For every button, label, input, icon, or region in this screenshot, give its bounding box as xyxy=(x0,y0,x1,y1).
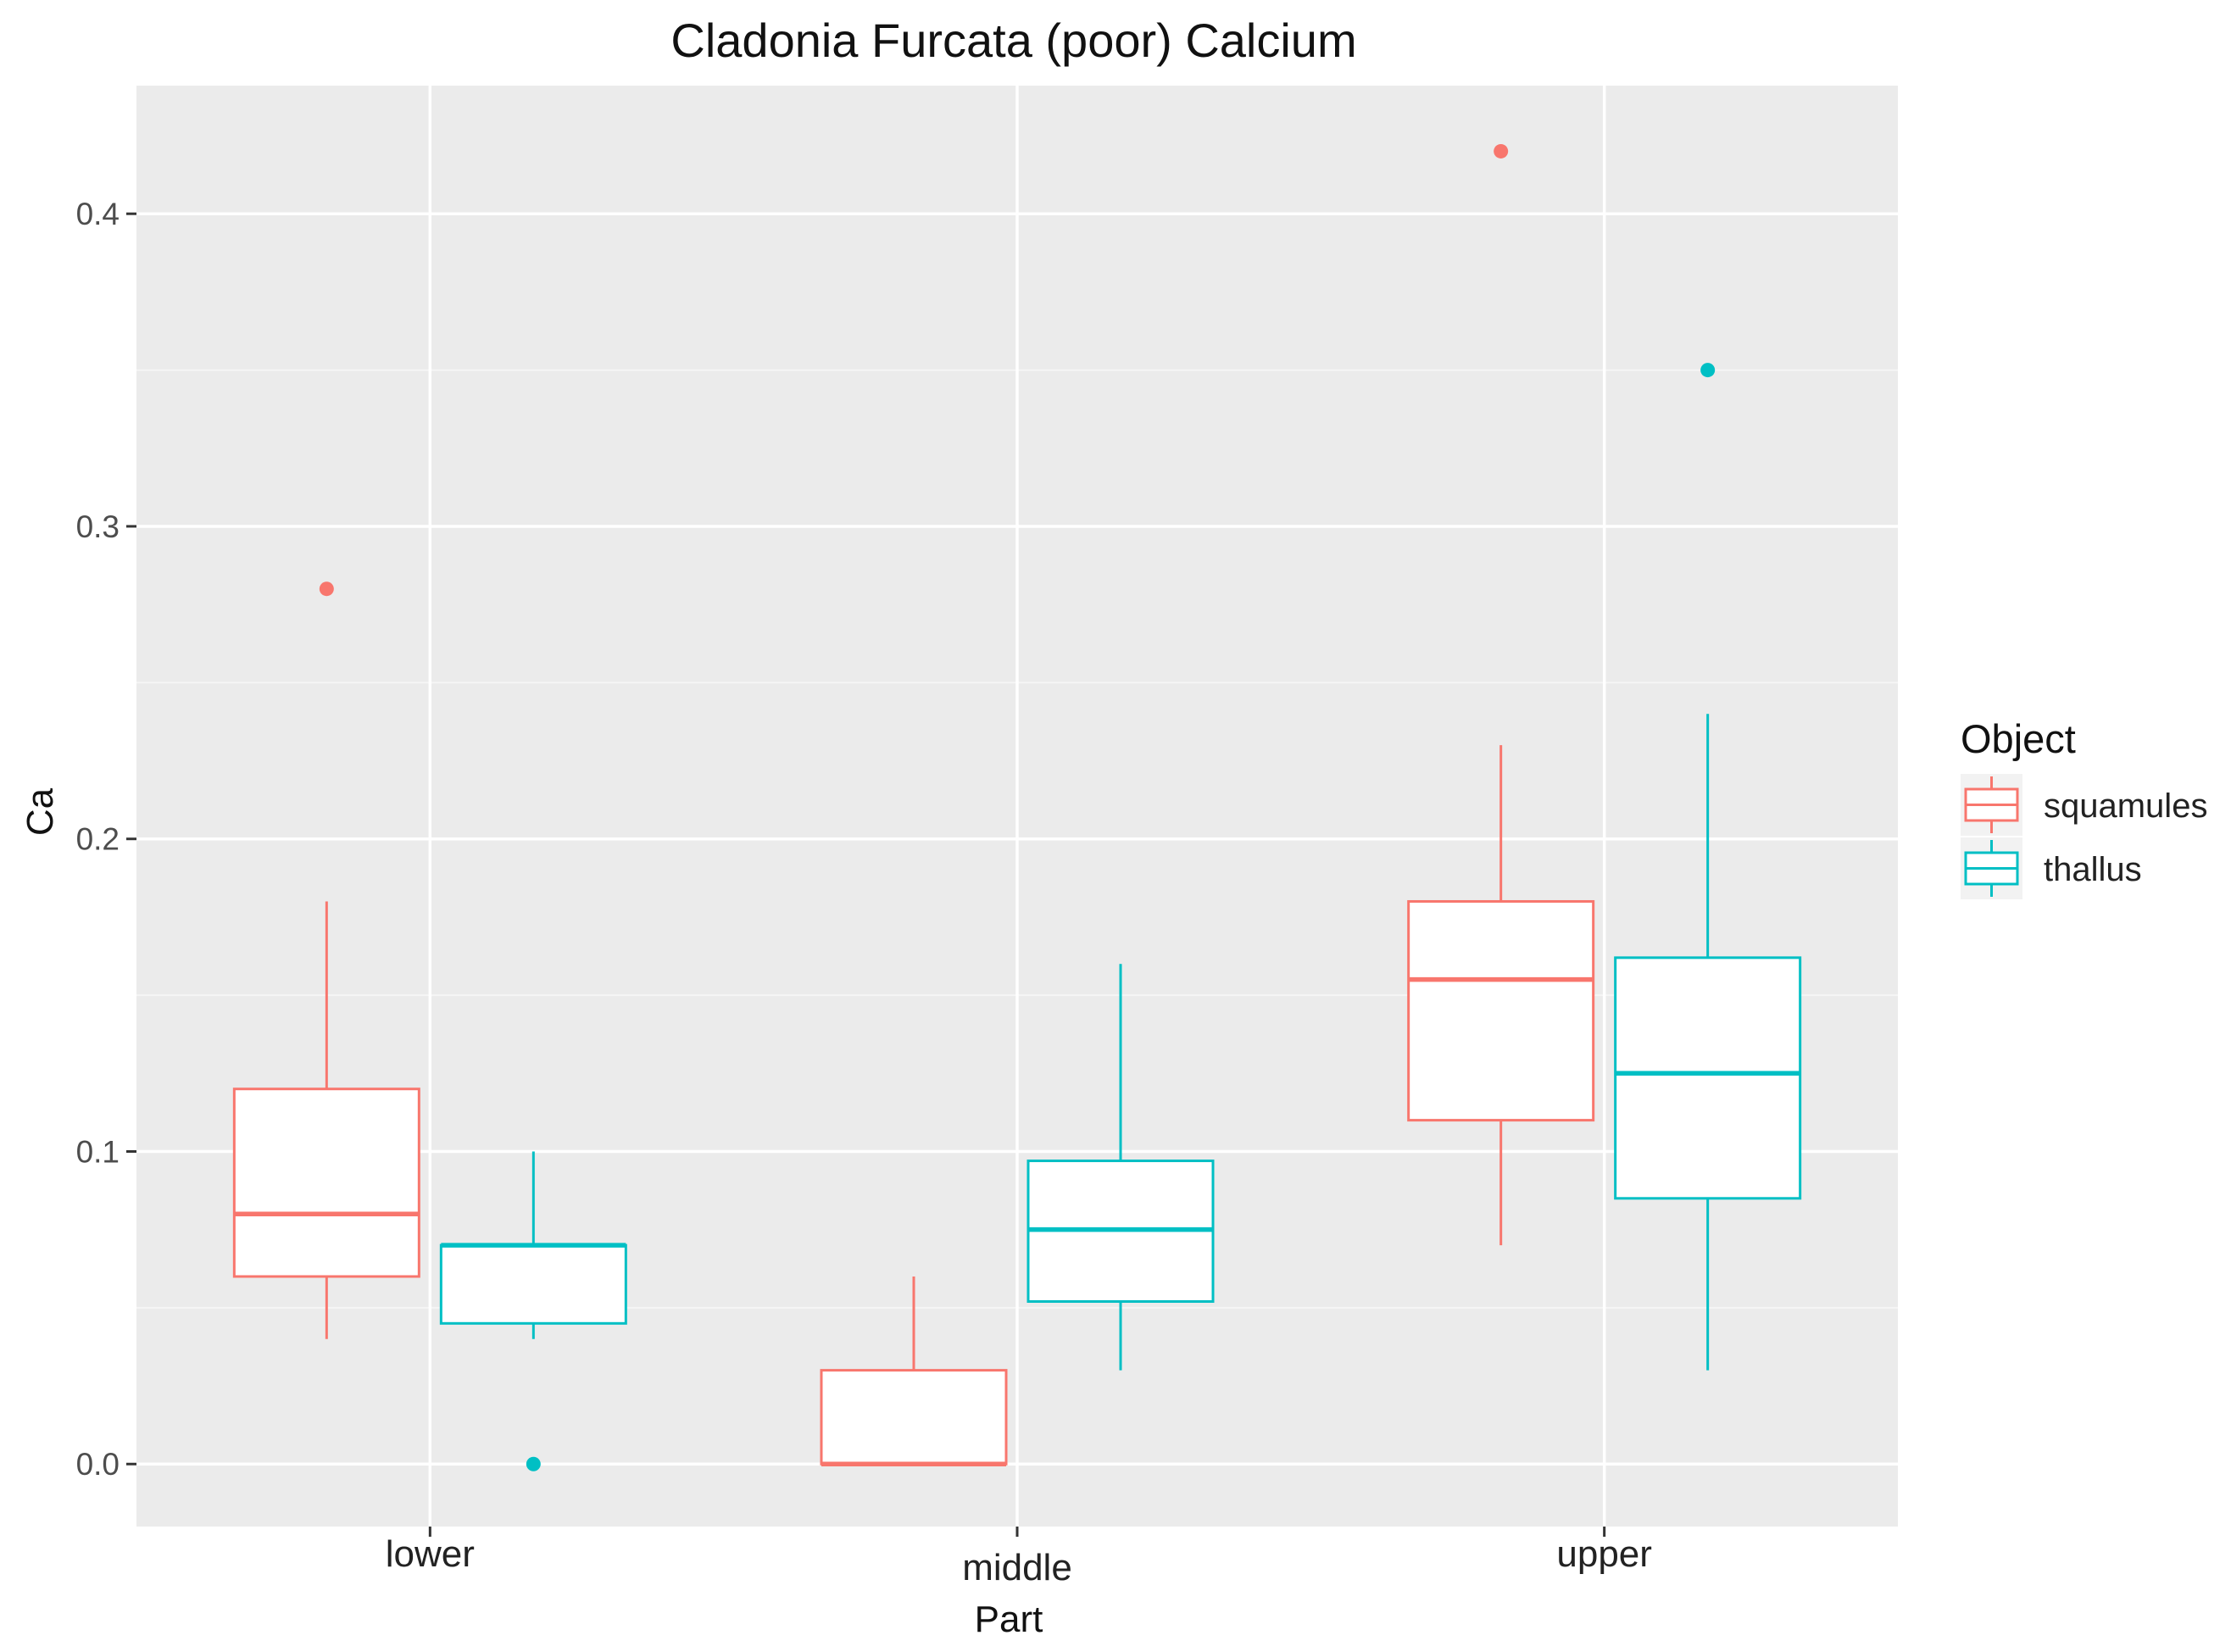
outlier-point xyxy=(526,1456,541,1471)
box-squamules-middle xyxy=(820,1276,1008,1466)
y-axis: 0.0 0.1 0.2 0.3 0.4 xyxy=(76,197,136,1482)
y-tick-label: 0.3 xyxy=(76,509,120,544)
outlier-point xyxy=(1700,363,1716,378)
legend: Object squamules thallus xyxy=(1961,716,2207,899)
box-thallus-middle xyxy=(1026,964,1215,1371)
x-tick-label: upper xyxy=(1556,1533,1652,1575)
x-axis: lower middle upper xyxy=(386,1527,1652,1588)
box-squamules-upper xyxy=(1407,143,1595,1246)
box-body xyxy=(232,1087,420,1278)
box-body xyxy=(1614,956,1802,1200)
grid xyxy=(136,86,1898,1527)
legend-label: thallus xyxy=(2044,851,2142,888)
y-tick-label: 0.2 xyxy=(76,822,120,857)
legend-title: Object xyxy=(1961,716,2076,761)
box-thallus-upper xyxy=(1614,363,1802,1371)
y-tick-label: 0.0 xyxy=(76,1447,120,1482)
y-tick-label: 0.1 xyxy=(76,1134,120,1169)
outlier-point xyxy=(319,581,334,597)
box-body xyxy=(1407,899,1595,1122)
y-tick-label: 0.4 xyxy=(76,197,120,231)
x-axis-title: Part xyxy=(975,1599,1043,1640)
box-thallus-lower xyxy=(439,1151,627,1471)
box-squamules-lower xyxy=(232,581,420,1339)
y-axis-title: Ca xyxy=(19,787,61,836)
x-tick-label: lower xyxy=(386,1533,475,1575)
legend-item-thallus: thallus xyxy=(1961,837,2142,899)
box-body xyxy=(439,1243,627,1325)
chart-title: Cladonia Furcata (poor) Calcium xyxy=(670,14,1356,67)
x-tick-label: middle xyxy=(962,1547,1072,1588)
outlier-point xyxy=(1494,143,1509,159)
boxes xyxy=(232,143,1802,1471)
box-body xyxy=(820,1369,1008,1466)
legend-item-squamules: squamules xyxy=(1961,774,2207,836)
legend-label: squamules xyxy=(2044,787,2207,825)
